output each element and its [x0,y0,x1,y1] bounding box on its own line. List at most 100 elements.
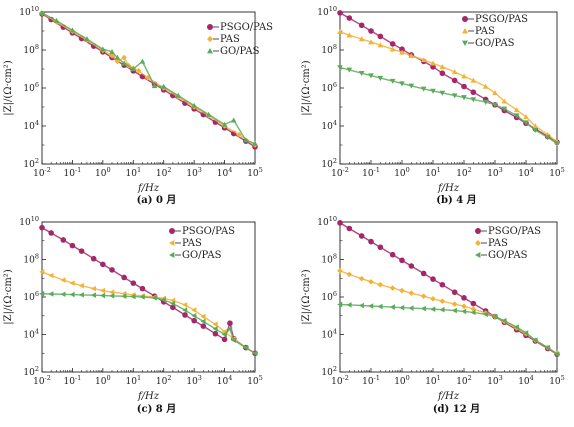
data-point [461,295,467,301]
chart-panel-1: 10-2 10-1 100 101 102 103 104 105 102 104 106 108 10… [3,5,273,206]
data-point [399,287,405,294]
data-point [501,106,508,112]
chart-panel-3: 10-2 10-1 100 101 102 103 104 105 102 104 106 108 10… [3,215,263,415]
x-tick-label: 100 [95,166,111,179]
data-point [368,28,374,34]
x-tick-label: 102 [156,166,172,179]
data-point [121,274,127,281]
x-tick-label: 105 [247,374,263,387]
legend-marker [475,252,481,258]
data-point [346,225,353,232]
data-point [430,296,436,302]
data-point [523,330,529,336]
data-point [513,113,520,119]
data-point [337,267,343,274]
data-point [221,336,228,343]
data-point [461,73,467,79]
x-tick-label: 103 [487,166,503,179]
y-tick-label: 1010 [317,5,337,18]
legend-marker [462,40,468,46]
series-line [41,271,256,354]
data-point [377,75,384,81]
data-point [451,77,458,84]
panel-caption: (b) 4 月 [436,194,476,206]
legend-marker [169,252,175,258]
y-tick-label: 108 [23,43,39,56]
x-tick-label: 101 [125,374,141,387]
x-tick-label: 10-1 [64,374,82,387]
data-point [135,68,142,74]
data-point [227,326,233,332]
chart-panel-2: 10-2 10-1 100 101 102 103 104 105 102 104 106 108 10… [301,5,565,206]
data-point [100,261,106,268]
data-point [420,293,427,300]
x-axis-label: f/Hz [137,183,160,194]
data-point [377,42,384,48]
data-point [439,90,446,96]
data-point [368,73,374,79]
data-point [69,280,75,286]
series-line [41,293,256,354]
data-point [408,263,415,269]
data-point [69,291,75,298]
legend-entry: PSGO/PAS [475,14,528,25]
series-line [339,12,558,143]
data-point [451,301,458,307]
data-point [430,88,436,94]
legend-marker [169,240,175,246]
legend-entry: PAS [182,238,202,249]
data-point [399,257,405,264]
data-point [139,285,146,292]
data-point [420,305,426,312]
data-point [430,60,436,66]
data-point [501,98,508,104]
data-point [205,111,212,117]
data-point [389,304,395,310]
data-point [420,86,427,92]
data-point [160,83,167,89]
data-point [243,344,249,351]
data-point [399,304,405,311]
data-point [399,46,405,53]
x-tick-label: 10-2 [33,166,51,179]
data-point [451,93,458,99]
data-point [337,65,343,71]
x-tick-label: 103 [186,166,202,179]
data-point [358,22,365,29]
data-point [470,89,477,96]
x-tick-label: 101 [425,166,441,179]
data-point [439,64,446,70]
y-tick-label: 104 [321,119,337,132]
data-point [501,317,507,324]
legend-marker [207,48,213,54]
data-point [114,58,121,65]
data-point [492,90,498,96]
x-tick-label: 100 [394,166,410,179]
x-tick-label: 100 [394,374,410,387]
data-point [114,54,121,60]
data-point [377,303,383,310]
y-tick-label: 108 [321,253,337,266]
chart-panel-4: 10-2 10-1 100 101 102 103 104 105 102 104 106 108 10… [301,215,565,415]
data-point [554,351,560,357]
data-point [513,107,520,113]
data-point [121,60,127,66]
legend-marker [462,28,468,34]
data-point [100,287,106,294]
series-1 [39,224,258,357]
data-point [337,220,343,226]
series-3 [337,301,560,357]
series-line [339,303,558,355]
data-point [523,120,529,126]
data-point [182,307,188,313]
y-axis-label: |Z|/(Ω·cm²) [301,60,312,116]
data-point [544,344,550,351]
data-point [451,289,458,296]
data-point [346,271,353,278]
data-point [191,102,197,108]
data-point [151,295,157,301]
data-point [482,99,489,105]
x-tick-label: 10-2 [33,374,51,387]
